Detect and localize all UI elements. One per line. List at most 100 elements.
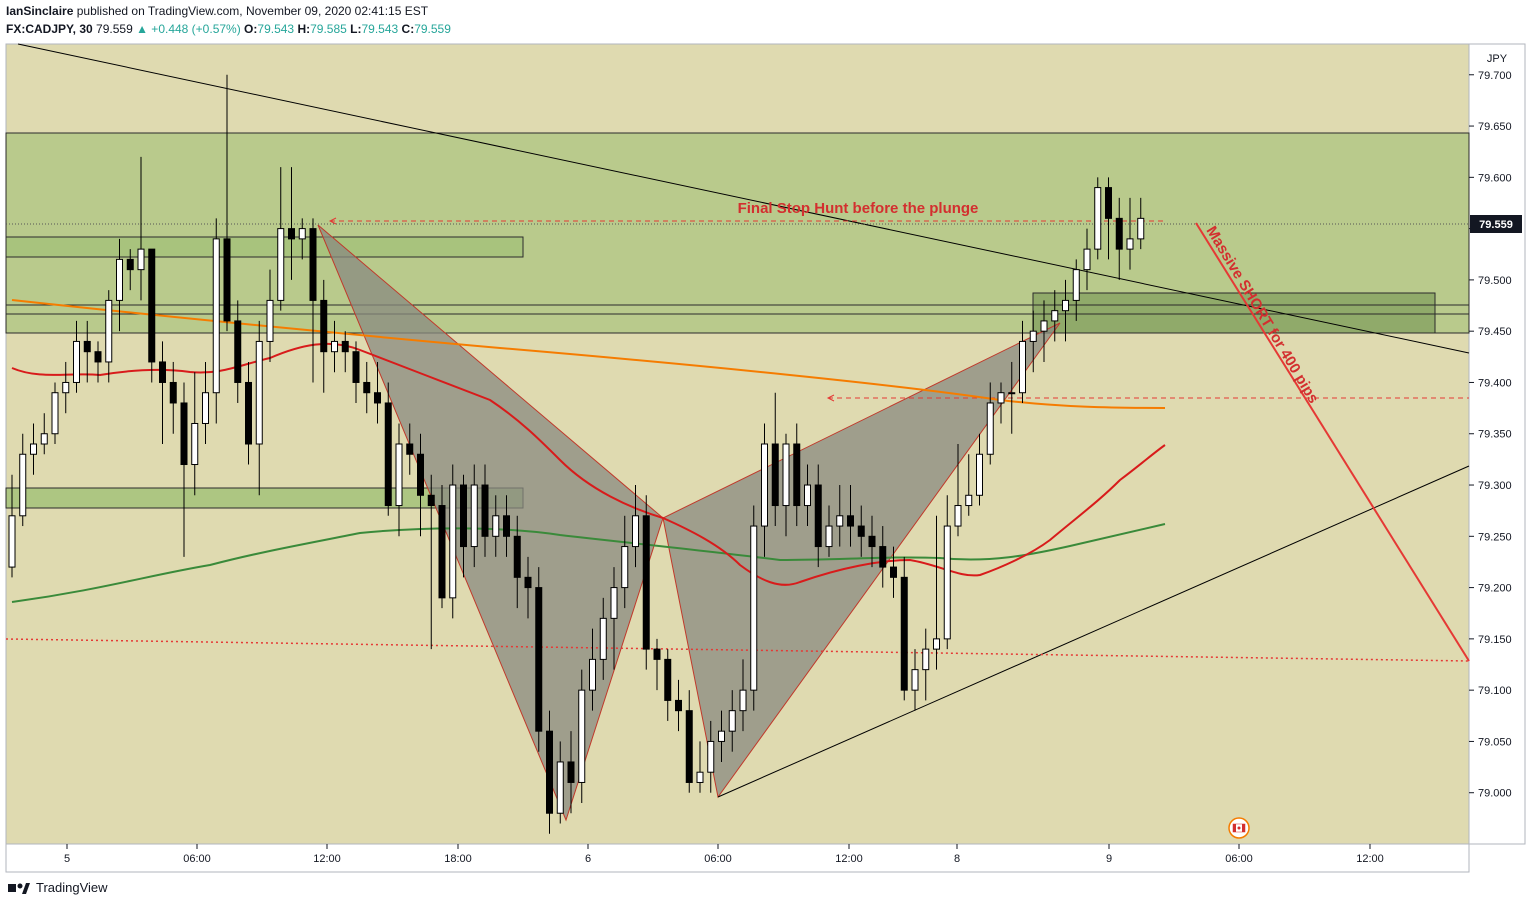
ema-orange bbox=[11, 299, 1166, 409]
candle-body bbox=[449, 484, 457, 599]
candle-body bbox=[965, 494, 973, 507]
candle-body bbox=[1019, 340, 1026, 394]
candle-body bbox=[191, 422, 199, 466]
time-tick-label: 5 bbox=[64, 853, 70, 865]
candle-body bbox=[384, 402, 392, 507]
candle-body bbox=[911, 669, 919, 691]
pattern-bcd-triangle bbox=[662, 322, 1061, 799]
symbol-label[interactable]: FX:CADJPY, 30 bbox=[6, 22, 93, 36]
candle-body bbox=[1094, 187, 1102, 250]
candle-body bbox=[1115, 217, 1123, 250]
candle-body bbox=[395, 443, 403, 507]
close-value: 79.559 bbox=[414, 22, 451, 36]
low-value: 79.543 bbox=[361, 22, 399, 36]
price-tick-label: 79.600 bbox=[1478, 172, 1512, 184]
candle-body bbox=[933, 638, 940, 650]
symbol-info: FX:CADJPY, 30 79.559 ▲ +0.448 (+0.57%) O… bbox=[6, 22, 451, 36]
candle-body bbox=[1008, 392, 1016, 395]
price-tick-label: 79.500 bbox=[1478, 275, 1512, 287]
ascending-trendline bbox=[717, 465, 1470, 798]
candle-body bbox=[814, 484, 822, 548]
candle-body bbox=[632, 515, 639, 548]
close-label: C: bbox=[401, 22, 415, 36]
candle-body bbox=[1040, 320, 1048, 332]
candle-body bbox=[761, 443, 768, 527]
candle-body bbox=[223, 238, 231, 322]
candle-body bbox=[288, 228, 295, 240]
candle-body bbox=[664, 658, 672, 701]
candle-body bbox=[976, 453, 983, 496]
left-resistance-zone bbox=[5, 236, 524, 258]
candle-body bbox=[685, 710, 693, 783]
candle-body bbox=[546, 730, 553, 814]
dotted-support-line bbox=[5, 638, 1470, 662]
candle-body bbox=[374, 392, 381, 404]
candle-body bbox=[62, 381, 70, 394]
candle-body bbox=[825, 525, 833, 548]
supply-zones bbox=[5, 132, 1470, 509]
price-tick-label: 79.400 bbox=[1478, 377, 1512, 389]
candle-body bbox=[513, 535, 521, 578]
candle-body bbox=[277, 228, 285, 301]
price-tick-label: 79.100 bbox=[1478, 685, 1512, 697]
published-text: published on TradingView.com, November 0… bbox=[76, 4, 429, 18]
descending-trendline bbox=[17, 43, 1470, 354]
candle-body bbox=[30, 443, 37, 455]
time-tick-label: 06:00 bbox=[704, 853, 732, 865]
time-tick-label: 06:00 bbox=[183, 853, 211, 865]
candle-body bbox=[890, 566, 897, 578]
candle-body bbox=[589, 658, 596, 691]
price-tick-label: 79.150 bbox=[1478, 634, 1512, 646]
candle-body bbox=[750, 525, 758, 691]
footer-brand[interactable]: TradingView bbox=[36, 880, 108, 895]
price-tick-label: 79.350 bbox=[1478, 429, 1512, 441]
candle-body bbox=[406, 443, 414, 455]
candle-body bbox=[320, 299, 328, 353]
currency-label: JPY bbox=[1487, 53, 1508, 65]
high-value: 79.585 bbox=[310, 22, 347, 36]
time-tick-labels: 5 06:00 12:00 18:00 6 06:00 12:00 8 9 06:00 12:00 bbox=[64, 844, 1384, 865]
price-change: ▲ +0.448 (+0.57%) bbox=[136, 22, 241, 36]
high-label: H: bbox=[297, 22, 311, 36]
candle-body bbox=[1029, 330, 1037, 342]
candle-body bbox=[1062, 299, 1069, 312]
candle-body bbox=[470, 484, 478, 548]
candle-body bbox=[492, 515, 500, 537]
candle-body bbox=[417, 453, 424, 496]
candle-body bbox=[255, 340, 263, 445]
candle-body bbox=[298, 228, 306, 240]
candle-body bbox=[83, 340, 91, 353]
candle-body bbox=[675, 699, 682, 712]
candle-body bbox=[169, 381, 177, 404]
candle-body bbox=[707, 740, 715, 773]
candle-body bbox=[922, 648, 930, 671]
candle-body bbox=[427, 494, 435, 507]
author-name[interactable]: IanSinclaire bbox=[6, 4, 74, 18]
candle-body bbox=[180, 402, 188, 466]
candlestick-series[interactable] bbox=[8, 74, 1145, 834]
candle-body bbox=[771, 443, 779, 507]
candle-body bbox=[40, 433, 48, 445]
candle-body bbox=[1072, 269, 1080, 301]
candle-body bbox=[782, 443, 790, 507]
candle-body bbox=[857, 525, 865, 537]
candle-body bbox=[524, 576, 532, 589]
price-axis[interactable] bbox=[1468, 43, 1526, 845]
price-tick-label: 79.300 bbox=[1478, 480, 1512, 492]
candle-body bbox=[51, 392, 59, 435]
candle-body bbox=[126, 258, 134, 271]
candle-body bbox=[1083, 248, 1091, 271]
tradingview-logo-icon[interactable] bbox=[8, 881, 30, 895]
candle-body bbox=[696, 771, 704, 783]
low-label: L: bbox=[350, 22, 362, 36]
candle-body bbox=[19, 453, 27, 517]
candle-body bbox=[793, 443, 801, 507]
time-axis[interactable] bbox=[5, 843, 1470, 873]
last-price-tag bbox=[1470, 215, 1522, 233]
time-tick-label: 12:00 bbox=[313, 853, 341, 865]
canada-flag-icon[interactable] bbox=[1228, 817, 1250, 839]
candle-body bbox=[1126, 238, 1134, 250]
candle-body bbox=[943, 525, 951, 640]
candle-body bbox=[481, 484, 489, 537]
